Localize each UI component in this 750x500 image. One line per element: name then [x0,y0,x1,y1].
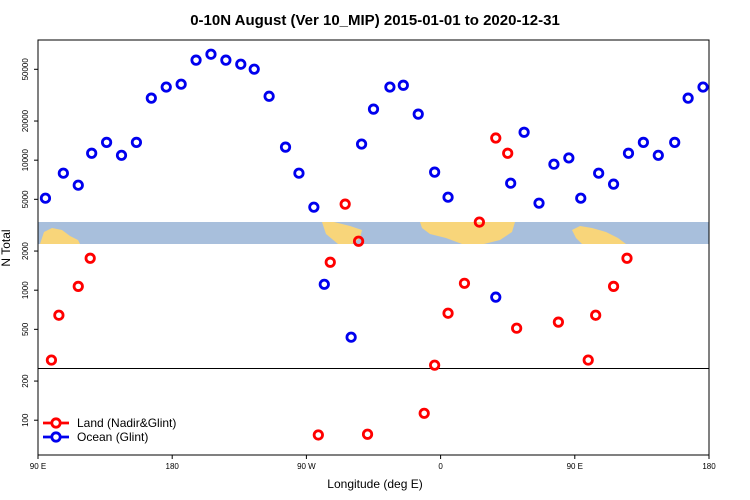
y-tick-label: 2000 [21,242,30,260]
point [593,167,605,179]
x-tick-label: 0 [438,462,443,471]
point [397,79,409,91]
point [145,92,157,104]
point [511,322,523,334]
legend-marker [50,431,62,443]
y-tick-label: 100 [21,413,30,427]
point [72,280,84,292]
point [205,48,217,60]
point [57,167,69,179]
map-land [322,222,362,244]
y-tick-label: 5000 [21,190,30,208]
point [652,149,664,161]
point [563,152,575,164]
point [279,141,292,153]
point [293,167,305,179]
point [473,216,485,228]
point [518,126,530,138]
x-tick-label: 90 W [297,462,316,471]
y-tick-label: 20000 [21,109,30,132]
point [607,280,620,292]
point [175,78,187,90]
point [384,81,396,93]
point [548,158,560,170]
y-tick-label: 500 [21,322,30,336]
point [53,309,65,321]
map-land [40,228,80,244]
point [533,197,545,209]
point [575,192,587,204]
legend-label: Ocean (Glint) [77,430,148,444]
point [84,252,96,264]
point [130,136,143,148]
point [669,136,681,148]
point [345,331,357,343]
chart-title: 0-10N August (Ver 10_MIP) 2015-01-01 to … [190,12,560,29]
point [590,309,602,321]
x-tick-label: 180 [702,462,716,471]
map-land [572,226,626,244]
point [312,429,324,441]
point [412,108,424,120]
point [352,235,365,247]
point [490,132,502,144]
point [190,54,202,66]
y-tick-label: 10000 [21,149,30,172]
point [418,407,430,419]
point [361,428,374,440]
y-tick-label: 200 [21,374,30,388]
point [502,147,514,159]
point [637,136,649,148]
map-land [420,222,515,244]
point [442,307,454,319]
point [86,147,98,159]
point [100,136,113,148]
point [552,316,564,328]
point [324,256,336,268]
legend-label: Land (Nadir&Glint) [77,416,176,430]
y-tick-label: 50000 [21,58,30,81]
point [582,354,594,366]
legend-marker [50,417,62,429]
point [622,147,635,159]
point [355,138,368,150]
point [45,354,58,366]
point [318,278,330,290]
point [429,166,441,178]
point [442,191,454,203]
point [621,252,633,264]
point [308,201,320,213]
point [458,277,471,289]
point [115,149,128,161]
point [220,54,232,66]
x-axis-label: Longitude (deg E) [327,477,422,491]
point [235,58,247,70]
point [367,103,380,115]
point [607,178,620,190]
point [160,81,172,93]
y-tick-label: 1000 [21,281,30,299]
point [682,92,694,104]
point [505,177,517,189]
x-tick-label: 90 E [30,462,46,471]
x-tick-label: 90 E [567,462,583,471]
point [263,90,275,102]
point [39,192,52,204]
map-ocean [38,222,709,244]
plot-frame [37,39,710,456]
y-axis-label: N Total [0,229,13,266]
point [339,198,351,210]
point [429,359,441,371]
map-strip [38,222,709,244]
point [248,63,260,75]
point [72,179,84,191]
x-tick-label: 180 [166,462,180,471]
point [490,291,502,303]
point [697,81,709,93]
